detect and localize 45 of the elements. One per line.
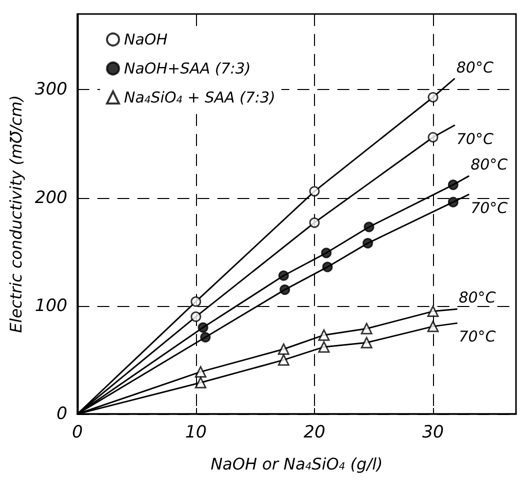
point [278,270,289,281]
point [427,306,439,318]
x-tick-label: 20 [304,422,326,442]
annotation: 80°C [458,288,496,307]
point [194,366,206,378]
annotation: 70°C [456,130,494,148]
point [448,180,458,190]
point [278,343,290,355]
point [309,186,320,197]
point [364,222,374,232]
x-tick-label: 10 [185,422,207,442]
point [278,354,290,366]
legend-label: NaOH [124,30,168,48]
point [321,248,332,258]
y-tick-label: 300 [34,80,68,100]
point [198,322,208,333]
y-tick-label: 100 [34,296,68,316]
point [318,329,330,341]
y-axis-title: Electric conductivity (m℧/cm) [6,95,26,333]
x-axis-title: NaOH or Na4SiO4 (g/l) [210,454,383,474]
annotation: 70°C [458,328,496,346]
point [309,217,320,228]
point [428,92,438,102]
point [200,332,211,342]
annotation: 80°C [456,58,494,76]
point [448,196,458,208]
point [360,336,372,348]
legend-label: NaOH+SAA (7:3) [124,60,251,78]
y-tick-label: 0 [56,404,68,424]
x-tick-label: 30 [422,422,444,442]
annotation: 70°C [470,199,508,218]
point [427,320,439,332]
point [190,311,202,322]
annotation: 80°C [470,156,508,174]
y-tick-label: 200 [34,188,68,208]
point [428,132,438,142]
point [318,341,330,353]
x-tick-label: 0 [72,422,83,442]
point [360,322,372,334]
point [362,238,374,248]
point [280,284,290,295]
point [190,296,202,307]
point [194,376,206,388]
point [322,262,333,272]
legend-label: Na4SiO4 + SAA (7:3) [124,88,276,106]
